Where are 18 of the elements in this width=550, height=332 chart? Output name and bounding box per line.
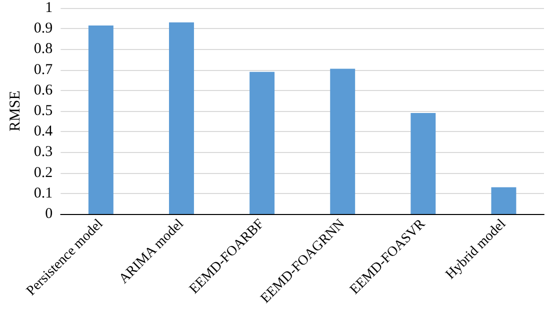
y-tick-label: 0.5 — [34, 103, 53, 119]
y-tick-label: 0.7 — [34, 62, 54, 78]
y-tick-label: 0.2 — [34, 164, 53, 181]
bar — [169, 22, 194, 214]
bar — [410, 113, 436, 214]
y-tick-label: 0 — [45, 206, 53, 222]
bar — [250, 72, 275, 214]
bar — [491, 187, 516, 214]
y-tick-label: 0.6 — [34, 82, 54, 98]
y-tick-label: 0.1 — [34, 185, 53, 202]
y-tick-label: 0.4 — [34, 124, 54, 140]
y-tick-label: 0.8 — [34, 41, 53, 58]
y-tick-label: 0.9 — [34, 20, 53, 37]
y-tick-label: 0.3 — [34, 144, 53, 160]
bar — [330, 68, 356, 214]
bar — [88, 26, 114, 214]
y-tick-label: 1 — [45, 0, 53, 16]
y-axis-title: RMSE — [8, 90, 24, 132]
